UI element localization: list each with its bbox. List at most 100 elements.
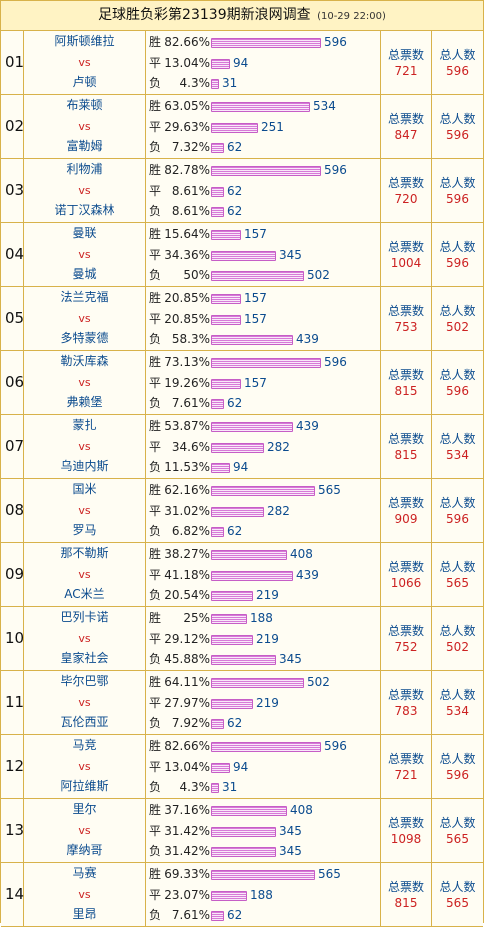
match-row: 14 马赛 vs 里昂 胜 69.33% 565 平 23.07% [1, 863, 483, 927]
total-people-value: 596 [446, 256, 469, 270]
lose-line: 负 7.92% 62 [146, 715, 380, 731]
win-bar [211, 166, 321, 176]
match-index: 05 [5, 309, 25, 327]
away-team[interactable]: 卢顿 [72, 75, 97, 89]
draw-line: 平 41.18% 439 [146, 567, 380, 583]
draw-percent: 13.04% [164, 56, 210, 70]
total-votes-value: 847 [394, 128, 418, 142]
match-index: 10 [5, 629, 25, 647]
lose-bar [211, 207, 224, 217]
away-team[interactable]: 富勒姆 [66, 139, 103, 153]
lose-line: 负 7.61% 62 [146, 395, 380, 411]
home-team[interactable]: 里尔 [72, 802, 97, 816]
draw-label: 平 [149, 120, 162, 134]
away-team[interactable]: 阿拉维斯 [60, 779, 109, 793]
away-team[interactable]: 乌迪内斯 [60, 459, 109, 473]
lose-bar [211, 335, 293, 345]
match-row: 01 阿斯顿维拉 vs 卢顿 胜 82.66% 596 平 13.04% [1, 31, 483, 95]
home-team[interactable]: 巴列卡诺 [60, 610, 109, 624]
away-team[interactable]: AC米兰 [64, 587, 105, 601]
lose-bar [211, 719, 224, 729]
total-votes-value: 1066 [390, 576, 422, 590]
home-team[interactable]: 毕尔巴鄂 [60, 674, 109, 688]
win-label: 胜 [149, 419, 162, 433]
lose-line: 负 20.54% 219 [146, 587, 380, 603]
draw-line: 平 13.04% 94 [146, 759, 380, 775]
total-votes-label: 总票数 [387, 112, 424, 126]
match-index-cell: 09 [1, 543, 24, 606]
lose-label: 负 [149, 460, 162, 474]
home-team[interactable]: 蒙扎 [72, 418, 97, 432]
lose-label: 负 [149, 140, 162, 154]
match-index: 11 [5, 693, 25, 711]
total-votes-cell: 总票数 815 [381, 415, 432, 478]
total-votes-cell: 总票数 752 [381, 607, 432, 670]
match-index: 01 [5, 53, 25, 71]
total-votes-cell: 总票数 753 [381, 287, 432, 350]
total-people-cell: 总人数 502 [432, 287, 483, 350]
home-team[interactable]: 那不勒斯 [60, 546, 109, 560]
away-team[interactable]: 摩纳哥 [66, 843, 103, 857]
match-row: 11 毕尔巴鄂 vs 瓦伦西亚 胜 64.11% 502 平 27.97 [1, 671, 483, 735]
match-index: 02 [5, 117, 25, 135]
win-percent: 82.78% [164, 163, 210, 177]
win-line: 胜 25% 188 [146, 610, 380, 626]
draw-percent: 34.36% [164, 248, 210, 262]
win-count: 188 [250, 611, 273, 625]
match-index: 09 [5, 565, 25, 583]
home-team[interactable]: 法兰克福 [60, 290, 109, 304]
match-teams-cell: 毕尔巴鄂 vs 瓦伦西亚 [24, 671, 146, 734]
home-team[interactable]: 曼联 [72, 226, 97, 240]
away-team[interactable]: 罗马 [72, 523, 97, 537]
total-people-cell: 总人数 596 [432, 31, 483, 94]
home-team[interactable]: 马赛 [72, 866, 97, 880]
draw-count: 345 [279, 248, 302, 262]
win-percent: 82.66% [164, 739, 210, 753]
total-people-value: 502 [446, 640, 469, 654]
vs-label: vs [78, 184, 91, 197]
lose-count: 345 [279, 844, 302, 858]
draw-count: 62 [227, 184, 243, 198]
match-teams-cell: 法兰克福 vs 多特蒙德 [24, 287, 146, 350]
away-team[interactable]: 诺丁汉森林 [54, 203, 115, 217]
away-team[interactable]: 皇家社会 [60, 651, 109, 665]
vote-bars-cell: 胜 62.16% 565 平 31.02% 282 负 [146, 479, 381, 542]
away-team[interactable]: 多特蒙德 [60, 331, 109, 345]
home-team[interactable]: 勒沃库森 [60, 354, 109, 368]
win-label: 胜 [149, 739, 162, 753]
away-team[interactable]: 弗赖堡 [66, 395, 103, 409]
home-team[interactable]: 国米 [72, 482, 97, 496]
home-team[interactable]: 阿斯顿维拉 [54, 34, 115, 48]
draw-line: 平 23.07% 188 [146, 887, 380, 903]
win-bar [211, 486, 315, 496]
vote-bars-cell: 胜 53.87% 439 平 34.6% 282 负 [146, 415, 381, 478]
draw-line: 平 27.97% 219 [146, 695, 380, 711]
total-votes-label: 总票数 [387, 560, 424, 574]
lose-bar [211, 79, 219, 89]
win-percent: 37.16% [164, 803, 210, 817]
draw-count: 345 [279, 824, 302, 838]
total-people-label: 总人数 [439, 112, 476, 126]
draw-bar [211, 571, 293, 581]
match-index: 03 [5, 181, 25, 199]
draw-bar [211, 699, 253, 709]
draw-label: 平 [149, 376, 162, 390]
away-team[interactable]: 瓦伦西亚 [60, 715, 109, 729]
win-line: 胜 82.78% 596 [146, 162, 380, 178]
home-team[interactable]: 马竞 [72, 738, 97, 752]
win-count: 534 [313, 99, 336, 113]
lose-bar [211, 911, 224, 921]
lose-line: 负 4.3% 31 [146, 75, 380, 91]
lose-bar [211, 271, 304, 281]
away-team[interactable]: 里昂 [72, 907, 97, 921]
home-team[interactable]: 布莱顿 [66, 98, 103, 112]
match-teams-cell: 巴列卡诺 vs 皇家社会 [24, 607, 146, 670]
away-team[interactable]: 曼城 [72, 267, 97, 281]
total-people-label: 总人数 [439, 176, 476, 190]
total-people-value: 502 [446, 320, 469, 334]
home-team[interactable]: 利物浦 [66, 162, 103, 176]
win-percent: 82.66% [164, 35, 210, 49]
total-votes-value: 721 [394, 768, 418, 782]
win-percent: 63.05% [164, 99, 210, 113]
total-votes-label: 总票数 [387, 688, 424, 702]
